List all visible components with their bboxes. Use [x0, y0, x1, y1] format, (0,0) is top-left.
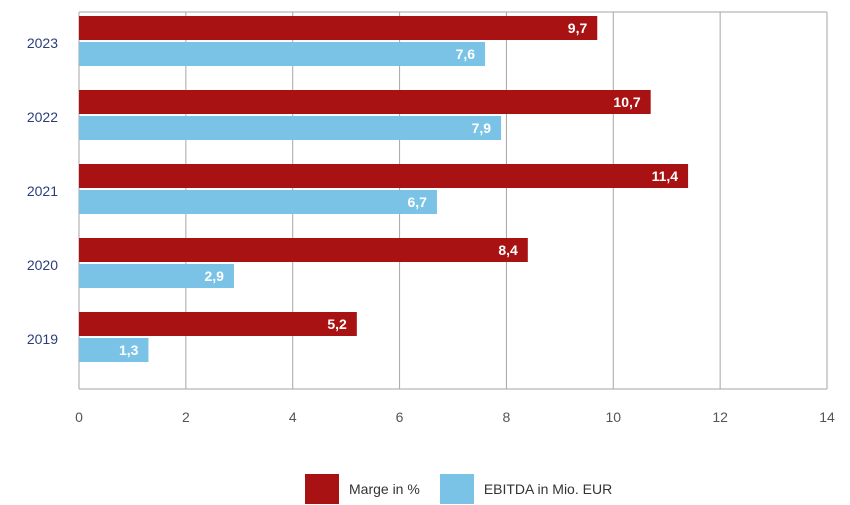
legend-swatch-marge [305, 474, 339, 504]
x-axis-tick-labels: 0 2 4 6 8 10 12 14 [75, 409, 835, 425]
bar-marge-2019 [79, 312, 357, 336]
x-tick-label-14: 14 [819, 409, 835, 425]
legend-swatch-ebitda [439, 474, 474, 504]
bar-ebitda-2020 [79, 264, 234, 288]
bar-label-marge-2019: 5,2 [327, 316, 347, 332]
bar-marge-2022 [79, 90, 651, 114]
bar-ebitda-2021 [79, 190, 437, 214]
bar-label-marge-2021: 11,4 [652, 168, 679, 184]
legend-label-ebitda: EBITDA in Mio. EUR [483, 481, 613, 497]
x-tick-label-4: 4 [289, 409, 297, 425]
category-label-2022: 2022 [27, 109, 58, 125]
bar-label-ebitda-2022: 7,9 [472, 120, 492, 136]
x-tick-label-10: 10 [605, 409, 621, 425]
category-label-2019: 2019 [27, 331, 58, 347]
x-tick-label-8: 8 [503, 409, 511, 425]
bar-label-marge-2020: 8,4 [498, 242, 518, 258]
legend-item-marge: Marge in % [305, 474, 420, 504]
grid-lines [78, 11, 828, 390]
x-tick-label-0: 0 [75, 409, 83, 425]
bar-label-ebitda-2021: 6,7 [408, 194, 428, 210]
bar-ebitda-2019 [79, 338, 149, 362]
x-tick-label-6: 6 [396, 409, 404, 425]
legend-label-marge: Marge in % [349, 481, 420, 497]
bar-marge-2023 [79, 16, 598, 40]
legend-item-ebitda: EBITDA in Mio. EUR [439, 474, 613, 504]
bar-value-labels: 9,7 7,6 10,7 7,9 11,4 6,7 8,4 2,9 5,2 1,3 [119, 20, 678, 358]
category-label-2021: 2021 [27, 183, 58, 199]
x-tick-label-2: 2 [182, 409, 190, 425]
category-label-2020: 2020 [27, 257, 58, 273]
bar-label-ebitda-2023: 7,6 [456, 46, 476, 62]
bar-ebitda-2022 [79, 116, 502, 140]
bar-label-ebitda-2020: 2,9 [204, 268, 224, 284]
bar-label-marge-2023: 9,7 [568, 20, 588, 36]
x-tick-label-12: 12 [712, 409, 728, 425]
bar-marge-2021 [79, 164, 689, 188]
bar-label-ebitda-2019: 1,3 [119, 342, 139, 358]
bar-marge-2020 [79, 238, 528, 262]
legend: Marge in % EBITDA in Mio. EUR [305, 474, 632, 504]
bar-label-marge-2022: 10,7 [613, 94, 640, 110]
bars [79, 16, 689, 362]
category-axis-labels: 2023 2022 2021 2020 2019 [27, 35, 58, 347]
category-label-2023: 2023 [27, 35, 58, 51]
bar-ebitda-2023 [79, 42, 486, 66]
